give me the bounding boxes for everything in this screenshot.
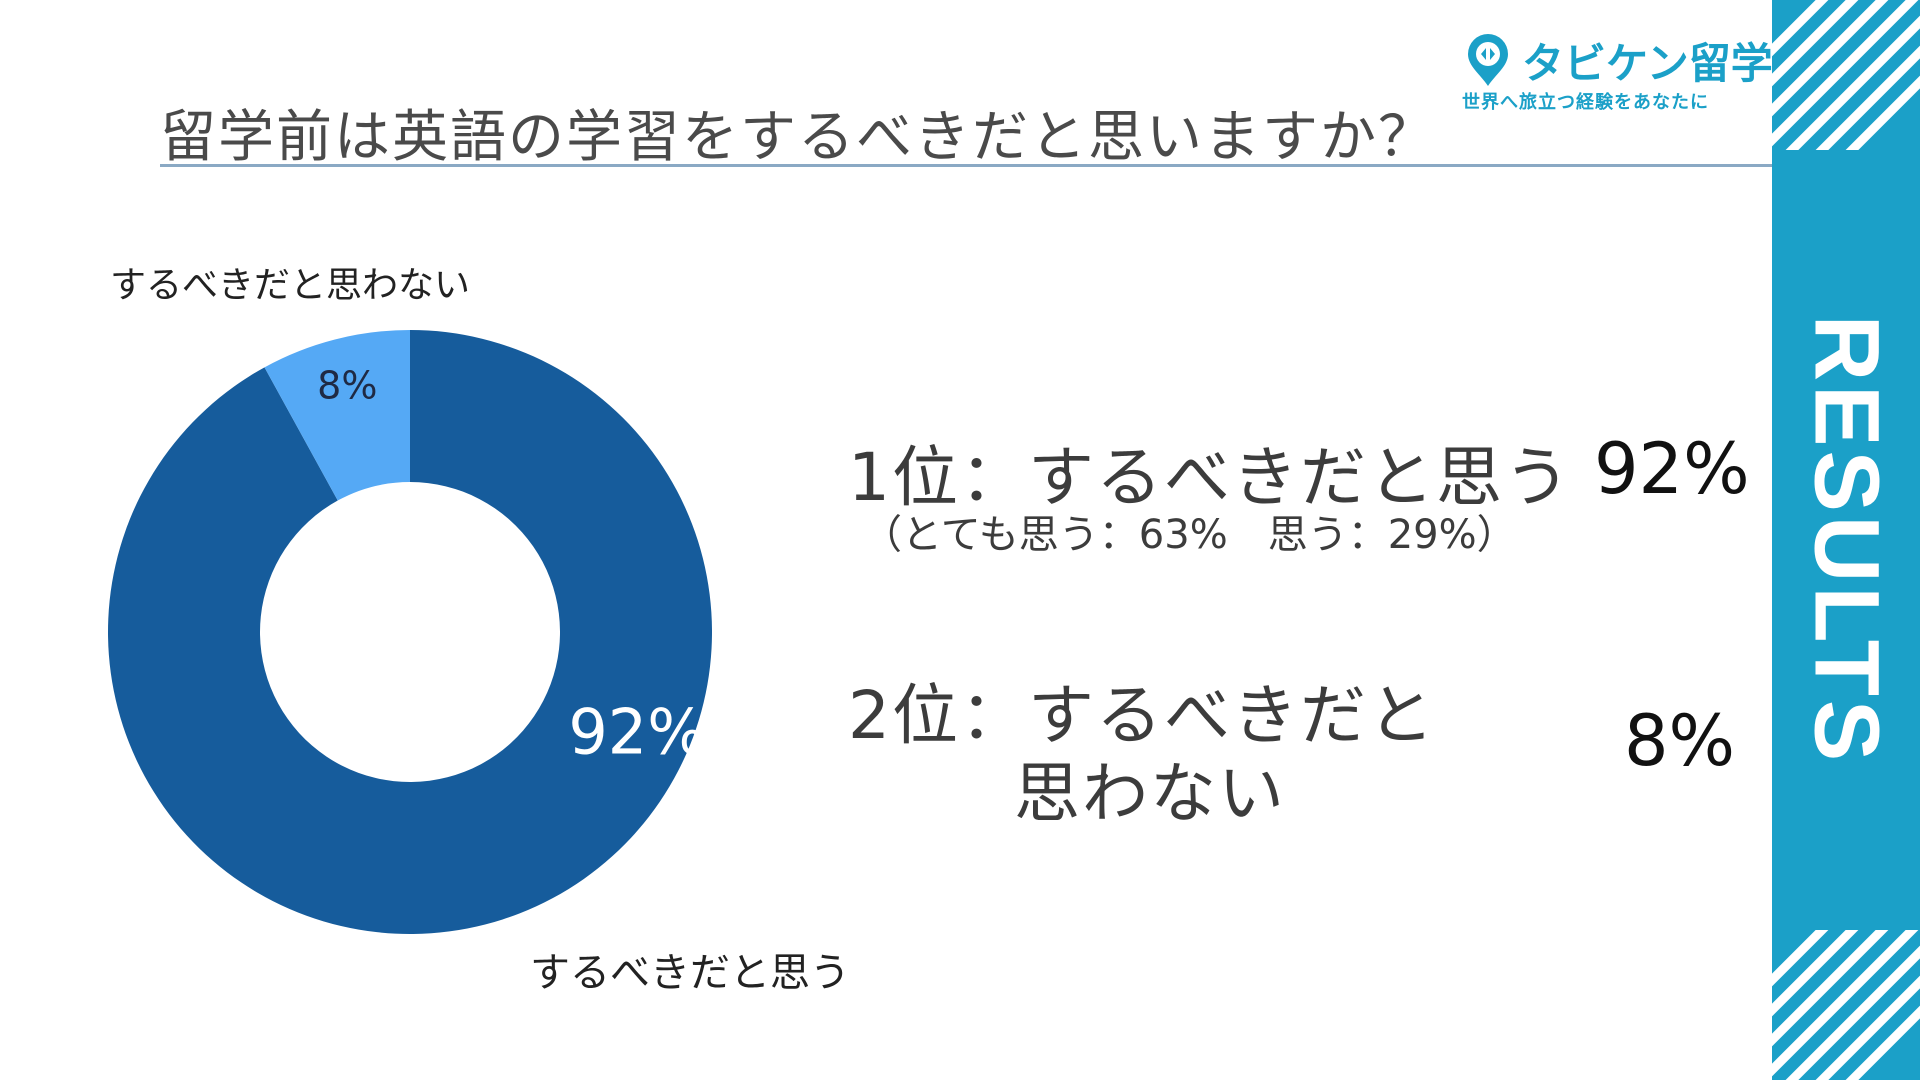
donut-value-label-0: 92% — [568, 695, 706, 768]
donut-slices — [107, 330, 712, 934]
rank-1-percent: 92% — [1594, 428, 1750, 510]
donut-slice-0 — [107, 330, 712, 934]
donut-value-label-1: 8% — [317, 363, 377, 407]
map-pin-icon — [1468, 34, 1508, 86]
rank-2-label-line2: 思わない — [1014, 755, 1286, 832]
slice-label-should: するべきだと思う — [530, 950, 850, 996]
stripe-decoration-bottom — [1772, 930, 1920, 1080]
donut-labels: 92% 8% — [317, 363, 706, 768]
brand-tagline: 世界へ旅立つ経験をあなたに — [1462, 92, 1709, 113]
rank-1-detail: （とても思う：63% 思う：29%） — [862, 512, 1517, 558]
rank-2-percent: 8% — [1624, 700, 1736, 782]
title-divider — [160, 164, 1772, 167]
results-sidebar — [1772, 0, 1920, 1080]
donut-slice-1 — [264, 330, 410, 501]
brand-logo: タビケン留学 世界へ旅立つ経験をあなたに — [1462, 30, 1773, 113]
stripe-decoration-top — [1772, 0, 1920, 150]
rank-1-label: 1位：するべきだと思う — [848, 439, 1572, 516]
page-title: 留学前は英語の学習をするべきだと思いますか？ — [160, 105, 1436, 170]
slice-label-should-not: するべきだと思わない — [110, 265, 471, 306]
rank-2-label-line1: 2位：するべきだと — [848, 677, 1436, 754]
brand-name: タビケン留学 — [1522, 39, 1773, 88]
